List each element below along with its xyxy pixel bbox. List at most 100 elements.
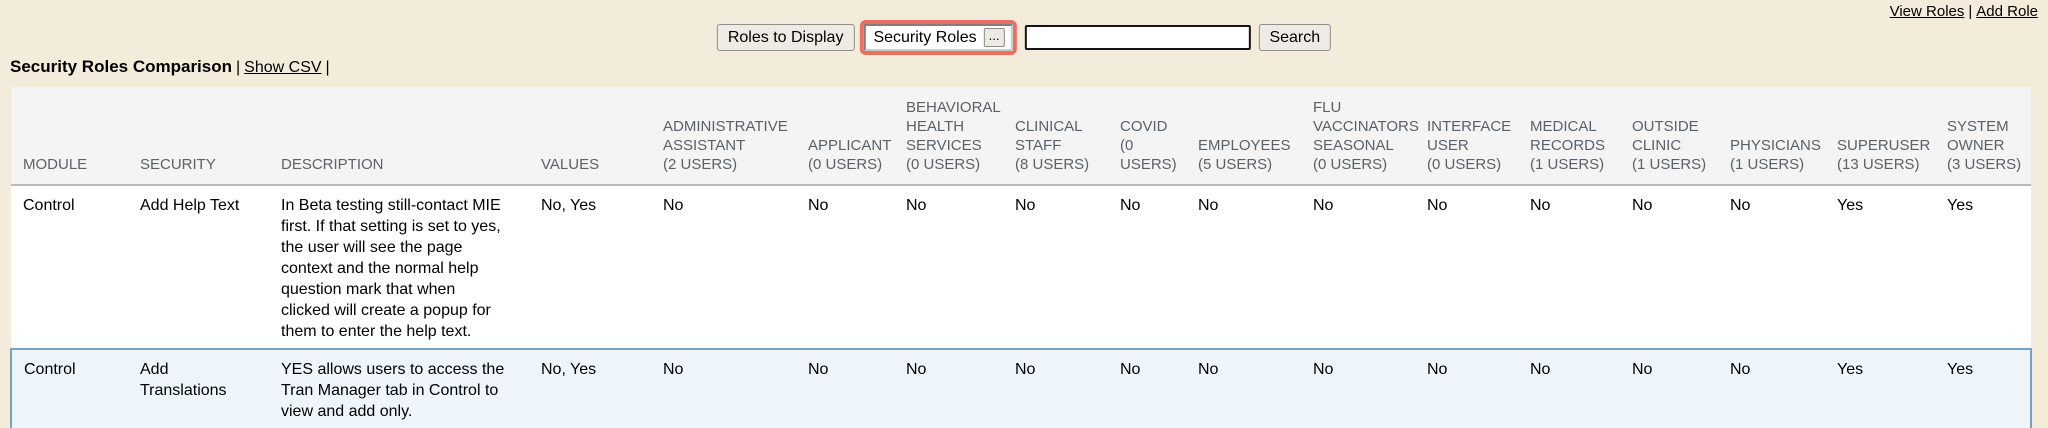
cell-role-value: No [1186, 348, 1301, 428]
table-container: MODULE SECURITY DESCRIPTION VALUES ADMIN… [10, 87, 2032, 428]
roles-select-value: Security Roles [873, 28, 977, 46]
role-user-count: (0 USERS) [1120, 137, 1177, 173]
role-name: INTERFACE USER [1427, 118, 1512, 154]
table-header-row: MODULE SECURITY DESCRIPTION VALUES ADMIN… [11, 87, 2031, 186]
cell-role-value: No [1301, 185, 1415, 349]
cell-role-value: No [1108, 185, 1186, 349]
role-user-count: (0 USERS) [808, 156, 883, 173]
role-name: COVID [1120, 118, 1168, 135]
role-name: BEHAVIORAL HEALTH SERVICES [906, 99, 1001, 154]
cell-security-text: Add Help Text [140, 197, 240, 214]
comparison-table: MODULE SECURITY DESCRIPTION VALUES ADMIN… [10, 87, 2032, 428]
cell-security-text: Add Translations [140, 361, 227, 399]
role-name: EMPLOYEES [1198, 137, 1291, 154]
column-header-role-interface-user: INTERFACE USER (0 USERS) [1415, 87, 1518, 186]
role-name: MEDICAL RECORDS [1530, 118, 1606, 154]
cell-role-value: No [1003, 185, 1108, 349]
role-user-count: (2 USERS) [663, 156, 738, 173]
cell-role-value: No [1718, 348, 1825, 428]
cell-description-text: In Beta testing still-contact MIE first.… [281, 197, 501, 340]
table-row-highlighted[interactable]: Control Add Translations YES allows user… [10, 348, 2032, 428]
roles-select[interactable]: Security Roles ... [863, 24, 1013, 51]
show-csv-link[interactable]: Show CSV [244, 59, 322, 76]
role-user-count: (1 USERS) [1730, 156, 1805, 173]
cell-role-value: No [796, 185, 894, 349]
cell-role-value: No [1518, 348, 1620, 428]
role-user-count: (1 USERS) [1632, 156, 1707, 173]
column-header-role-behavioral-health-services: BEHAVIORAL HEALTH SERVICES (0 USERS) [894, 87, 1003, 186]
role-user-count: (1 USERS) [1530, 156, 1605, 173]
column-header-role-superuser: SUPERUSER (13 USERS) [1825, 87, 1935, 186]
title-separator-1: | [236, 59, 241, 76]
page-title: Security Roles Comparison [10, 57, 233, 76]
cell-values: No, Yes [529, 185, 651, 349]
cell-values: No, Yes [529, 348, 651, 428]
table-row[interactable]: Control Add Help Text In Beta testing st… [11, 185, 2031, 349]
cell-security: Add Translations [128, 348, 269, 428]
column-header-role-clinical-staff: CLINICAL STAFF (8 USERS) [1003, 87, 1108, 186]
role-user-count: (0 USERS) [1313, 156, 1388, 173]
topbar: View Roles | Add Role [1890, 3, 2038, 20]
cell-role-value: No [1003, 348, 1108, 428]
roles-to-display-button[interactable]: Roles to Display [716, 24, 855, 51]
role-name: APPLICANT [808, 137, 892, 154]
cell-role-value: No [1620, 185, 1718, 349]
role-name: SYSTEM OWNER [1947, 118, 2009, 154]
cell-role-value: No [894, 348, 1003, 428]
cell-role-value: No [651, 348, 796, 428]
role-user-count: (0 USERS) [1427, 156, 1502, 173]
cell-role-value: Yes [1825, 348, 1935, 428]
role-name: PHYSICIANS [1730, 137, 1821, 154]
cell-role-value: No [651, 185, 796, 349]
ellipsis-button[interactable]: ... [983, 28, 1005, 47]
cell-role-value: No [1415, 348, 1518, 428]
cell-module: Control [10, 348, 128, 428]
cell-description-text: YES allows users to access the Tran Mana… [281, 361, 505, 420]
cell-role-value: No [1108, 348, 1186, 428]
cell-role-value: No [1620, 348, 1718, 428]
column-header-role-administrative-assistant: ADMINISTRATIVE ASSISTANT (2 USERS) [651, 87, 796, 186]
title-row: Security Roles Comparison | Show CSV | [10, 57, 334, 77]
column-header-role-medical-records: MEDICAL RECORDS (1 USERS) [1518, 87, 1620, 186]
role-user-count: (3 USERS) [1947, 156, 2022, 173]
column-header-role-flu-vaccinators-seasonal: FLU VACCINATORS SEASONAL (0 USERS) [1301, 87, 1419, 186]
column-header-module: MODULE [11, 87, 128, 186]
role-name: OUTSIDE CLINIC [1632, 118, 1699, 154]
cell-role-value: Yes [1825, 185, 1935, 349]
column-header-role-applicant: APPLICANT (0 USERS) [796, 87, 894, 186]
cell-security: Add Help Text [128, 185, 269, 349]
search-button[interactable]: Search [1258, 24, 1332, 51]
roles-control-bar: Roles to Display Security Roles ... Sear… [716, 20, 1332, 55]
role-user-count: (13 USERS) [1837, 156, 1920, 173]
cell-description: In Beta testing still-contact MIE first.… [269, 185, 529, 349]
role-name: CLINICAL STAFF [1015, 118, 1082, 154]
column-header-description: DESCRIPTION [269, 87, 529, 186]
cell-role-value: No [1301, 348, 1415, 428]
cell-role-value: Yes [1935, 348, 2032, 428]
role-user-count: (5 USERS) [1198, 156, 1273, 173]
title-separator-2: | [325, 59, 330, 76]
search-input[interactable] [1024, 25, 1251, 50]
cell-role-value: No [1415, 185, 1518, 349]
topbar-separator: | [1968, 3, 1973, 20]
column-header-role-covid: COVID (0 USERS) [1108, 87, 1186, 186]
cell-role-value: No [1718, 185, 1825, 349]
role-user-count: (0 USERS) [906, 156, 981, 173]
column-header-role-employees: EMPLOYEES (5 USERS) [1186, 87, 1301, 186]
column-header-role-physicians: PHYSICIANS (1 USERS) [1718, 87, 1825, 186]
column-header-role-outside-clinic: OUTSIDE CLINIC (1 USERS) [1620, 87, 1718, 186]
column-header-security: SECURITY [128, 87, 269, 186]
cell-description: YES allows users to access the Tran Mana… [269, 348, 529, 428]
cell-role-value: No [1518, 185, 1620, 349]
cell-role-value: Yes [1935, 185, 2031, 349]
roles-select-highlight-box: Security Roles ... [859, 20, 1017, 55]
view-roles-link[interactable]: View Roles [1889, 3, 1965, 20]
column-header-values: VALUES [529, 87, 651, 186]
add-role-link[interactable]: Add Role [1976, 3, 2038, 20]
cell-role-value: No [894, 185, 1003, 349]
role-user-count: (8 USERS) [1015, 156, 1090, 173]
column-header-role-system-owner: SYSTEM OWNER (3 USERS) [1935, 87, 2031, 186]
role-name: FLU VACCINATORS SEASONAL [1313, 99, 1419, 154]
cell-role-value: No [1186, 185, 1301, 349]
